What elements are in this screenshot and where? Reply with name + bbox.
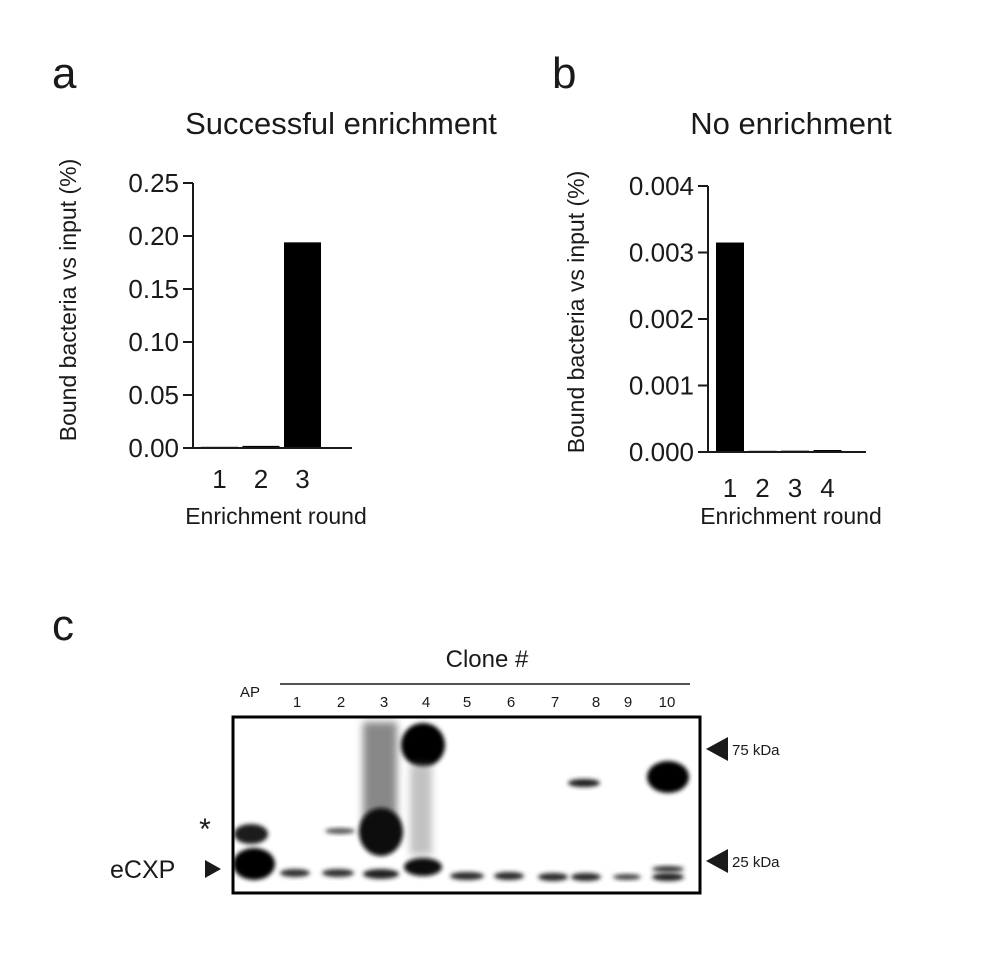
chart-a-bar-3: [284, 242, 321, 448]
ecxp-arrow-icon: [205, 860, 221, 878]
marker-75-arrow-icon: [706, 737, 728, 761]
panel-c: c Clone # AP 1 2 3 4 5 6 7 8 9 10: [52, 601, 780, 895]
chart-a-y-tick-label: 0.00: [128, 433, 179, 463]
marker-75-label: 75 kDa: [732, 742, 780, 759]
blot-lane-label-1: 1: [293, 694, 301, 711]
chart-a-bars: [201, 242, 321, 448]
blot-lane-labels: 1 2 3 4 5 6 7 8 9 10: [293, 694, 676, 711]
band-lane8-75: [568, 779, 600, 787]
panel-a: a Successful enrichment Bound bacteria v…: [52, 49, 497, 529]
band-lane8-25: [571, 873, 601, 881]
chart-b-x-tick-label-2: 2: [755, 473, 769, 503]
blot-lane-ap-label: AP: [240, 684, 260, 701]
chart-a-title: Successful enrichment: [185, 106, 497, 141]
chart-a-x-tick-label-1: 1: [212, 464, 226, 494]
blot-lane-label-7: 7: [551, 694, 559, 711]
chart-b-bar-1: [716, 242, 744, 452]
chart-b-y-ticks: 0.000 0.001 0.002 0.003 0.004: [629, 171, 708, 467]
chart-a-x-tick-label-3: 3: [295, 464, 309, 494]
marker-25-label: 25 kDa: [732, 854, 780, 871]
band-lane9-25: [613, 874, 641, 880]
blot-lane-label-3: 3: [380, 694, 388, 711]
panel-b: b No enrichment Bound bacteria vs input …: [552, 49, 892, 529]
chart-b-x-tick-label-3: 3: [788, 473, 802, 503]
blot-lane-label-8: 8: [592, 694, 600, 711]
chart-a-xlabel: Enrichment round: [185, 503, 367, 529]
blot-lane-label-10: 10: [659, 694, 676, 711]
chart-b-xlabel: Enrichment round: [700, 503, 882, 529]
chart-a-y-ticks: 0.00 0.05 0.10 0.15 0.20 0.25: [128, 168, 193, 463]
band-lane4-25: [404, 858, 442, 876]
chart-b-title: No enrichment: [690, 106, 892, 141]
band-lane5-25: [450, 872, 484, 880]
chart-a-y-tick-label: 0.15: [128, 274, 179, 304]
panel-letter-c: c: [52, 601, 74, 650]
band-lane7-25: [538, 873, 568, 881]
band-ap-upper: [234, 824, 268, 844]
chart-b-y-tick-label: 0.004: [629, 171, 694, 201]
band-lane2-25: [322, 869, 354, 877]
chart-b-bars: [716, 242, 842, 452]
band-lane3-30: [359, 808, 403, 856]
band-label-ecxp: eCXP: [110, 856, 175, 884]
band-label-star: *: [199, 813, 211, 846]
blot-lane-label-6: 6: [507, 694, 515, 711]
chart-a-y-tick-label: 0.25: [128, 168, 179, 198]
chart-b-x-tick-label-4: 4: [820, 473, 834, 503]
chart-a-bar-2: [242, 445, 280, 448]
band-lane2-30: [325, 828, 355, 834]
band-lane6-25: [494, 872, 524, 880]
band-lane10-25: [652, 873, 684, 881]
chart-a-x-tick-label-2: 2: [254, 464, 268, 494]
blot-membrane: [231, 715, 702, 895]
band-ap-ecxp: [233, 848, 275, 880]
chart-b-x-tick-label-1: 1: [723, 473, 737, 503]
panel-letter-a: a: [52, 49, 77, 98]
chart-b-y-tick-label: 0.003: [629, 238, 694, 268]
panel-letter-b: b: [552, 49, 576, 98]
band-lane4-75: [401, 723, 445, 767]
blot-title: Clone #: [446, 646, 529, 673]
band-lane1-25: [280, 869, 310, 877]
chart-b-y-tick-label: 0.002: [629, 304, 694, 334]
blot-lane-label-5: 5: [463, 694, 471, 711]
band-lane4-smear: [410, 765, 432, 855]
chart-a-ylabel: Bound bacteria vs input (%): [55, 159, 81, 442]
blot-lane-label-4: 4: [422, 694, 430, 711]
chart-b-ylabel: Bound bacteria vs input (%): [563, 171, 589, 454]
marker-25-arrow-icon: [706, 849, 728, 873]
blot-lane-label-9: 9: [624, 694, 632, 711]
blot-bands: [233, 722, 689, 881]
chart-a-y-tick-label: 0.05: [128, 380, 179, 410]
chart-b-y-tick-label: 0.001: [629, 371, 694, 401]
band-lane10-30: [652, 866, 684, 872]
chart-a-y-tick-label: 0.20: [128, 221, 179, 251]
band-lane10-75: [647, 761, 689, 793]
chart-b-y-tick-label: 0.000: [629, 437, 694, 467]
blot-border: [231, 715, 702, 895]
band-lane3-25: [363, 869, 399, 879]
blot-lane-label-2: 2: [337, 694, 345, 711]
chart-a-y-tick-label: 0.10: [128, 327, 179, 357]
